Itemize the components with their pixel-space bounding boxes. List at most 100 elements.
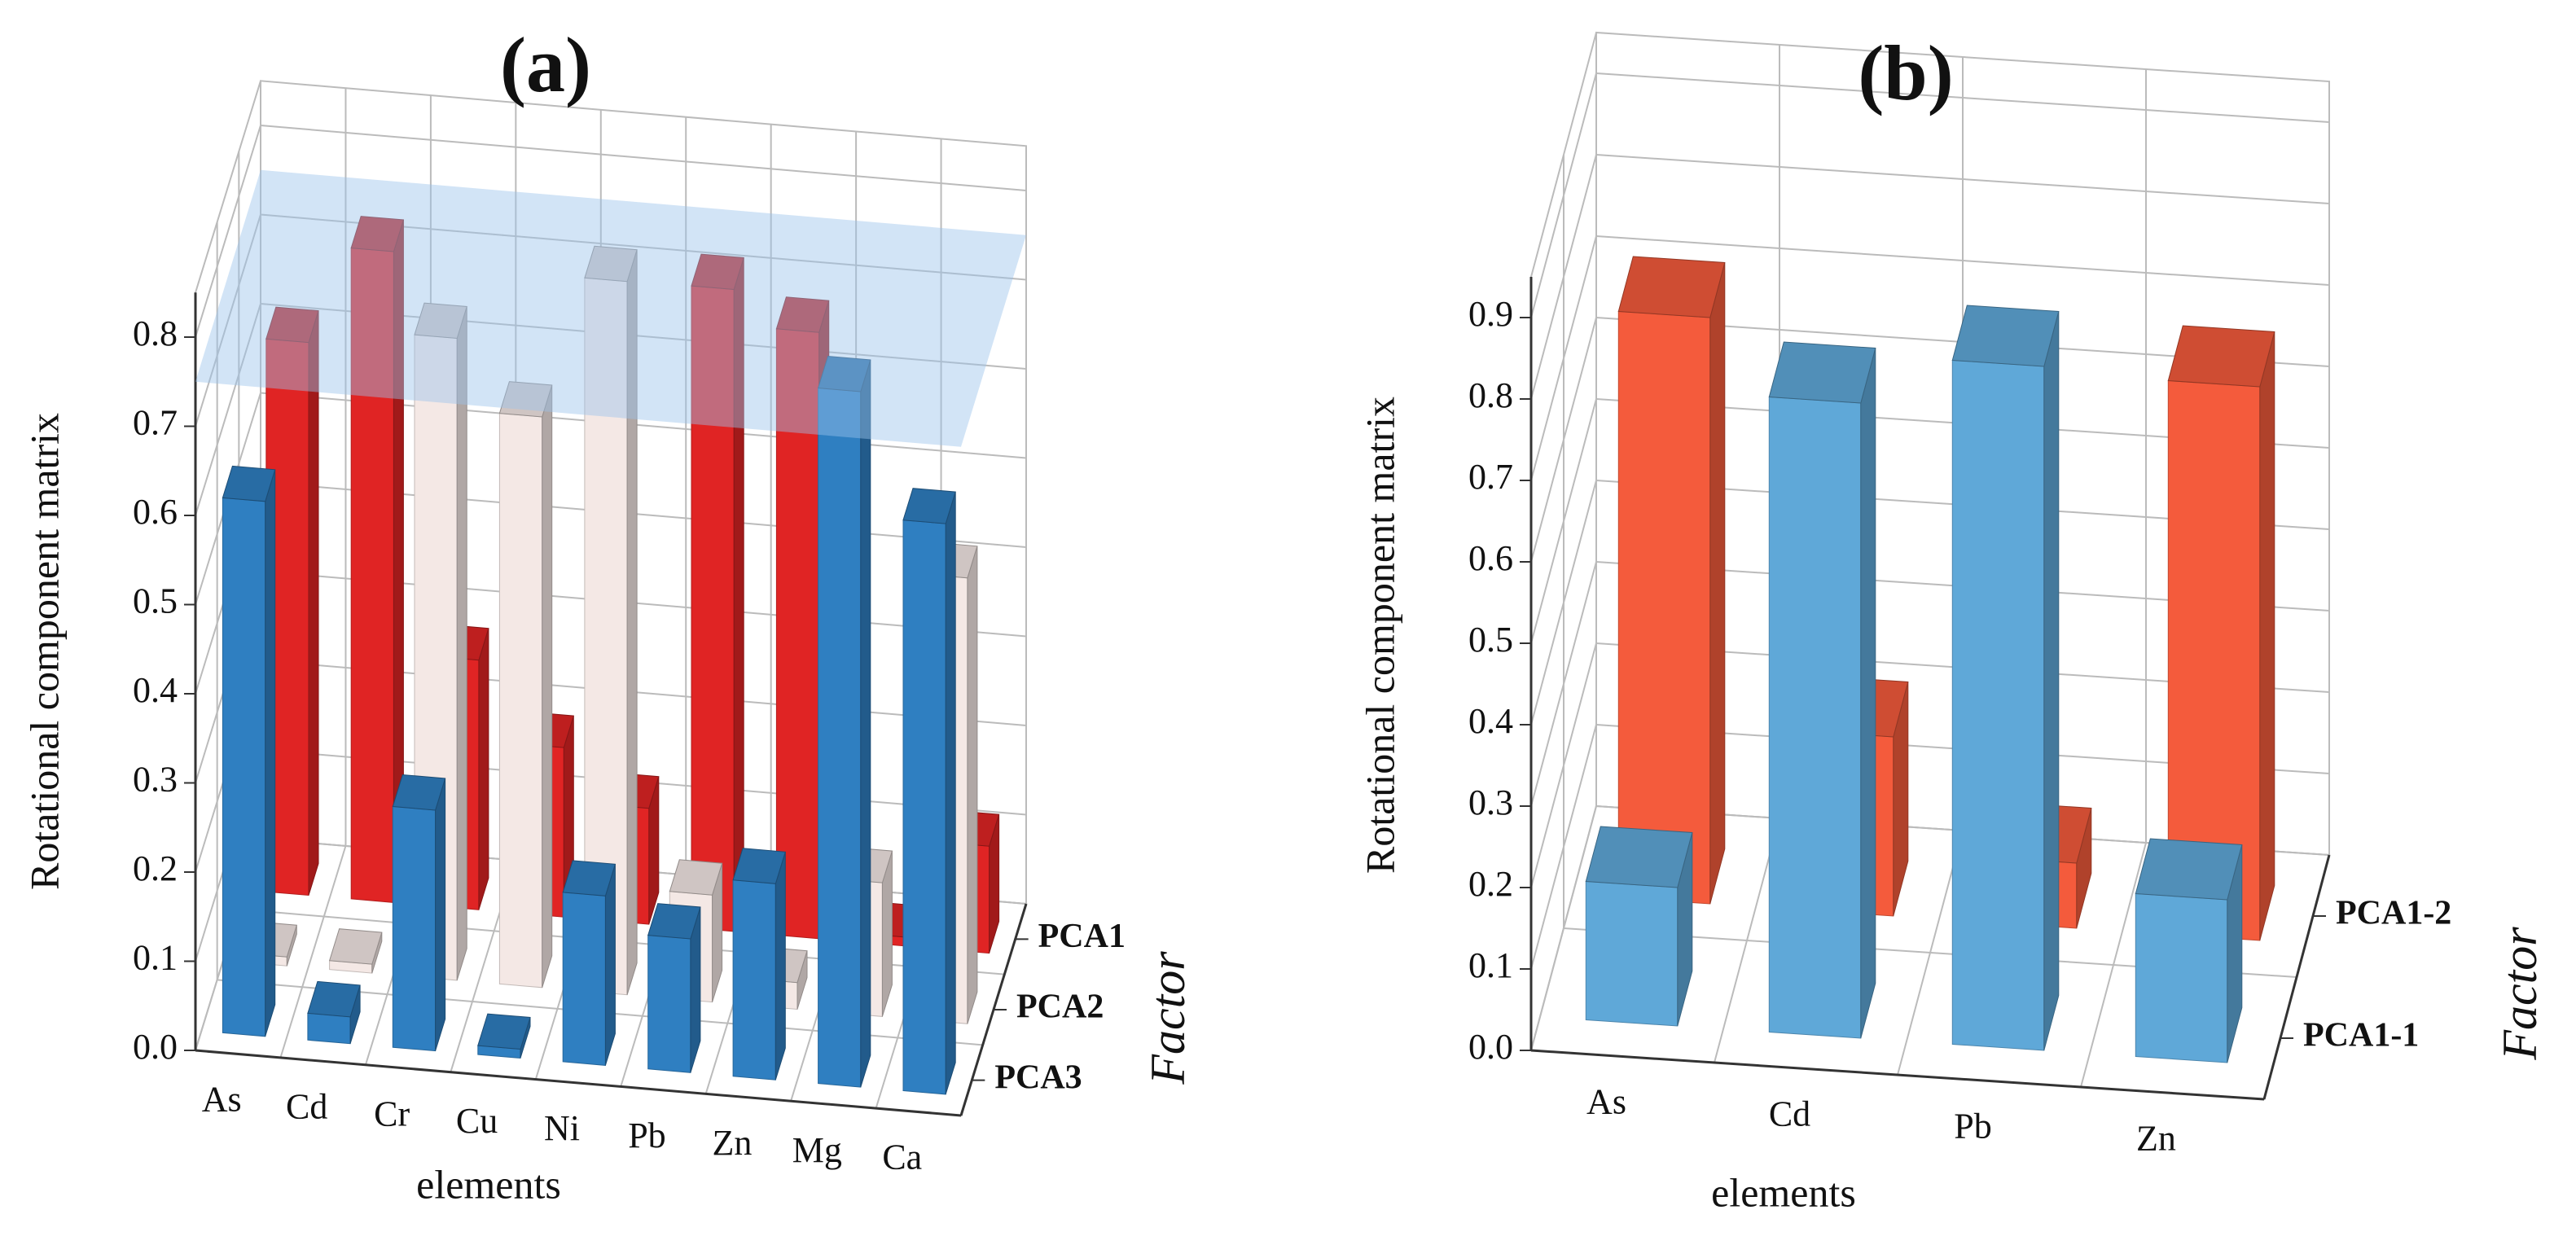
bar	[477, 1013, 531, 1059]
bar-top	[1951, 305, 2060, 367]
y-tick-label: 0.5	[1468, 620, 1513, 660]
x-tick-label: Pb	[628, 1116, 665, 1155]
bar	[817, 355, 871, 1088]
grid-line	[1530, 805, 1597, 1051]
y-tick-label: 0.8	[1468, 375, 1513, 415]
x-tick-label: Cr	[374, 1094, 410, 1133]
z-axis-label: Factor	[1141, 951, 1195, 1085]
bar-front	[562, 892, 606, 1066]
y-tick-label: 0.6	[1468, 538, 1513, 578]
bar-top	[498, 381, 553, 418]
series-label: PCA2	[1016, 989, 1104, 1026]
bar-side	[2259, 331, 2275, 941]
grid-line	[195, 214, 261, 427]
x-tick-label: Ca	[882, 1138, 922, 1177]
x-tick-label: Pb	[1954, 1107, 1991, 1146]
bar-top	[775, 296, 830, 333]
bar-side	[945, 491, 956, 1095]
y-tick-label: 0.3	[1468, 783, 1513, 822]
series-label: PCA1-1	[2303, 1017, 2419, 1054]
bar-top	[265, 306, 319, 344]
bar	[732, 848, 786, 1081]
x-tick-label: Cd	[286, 1086, 327, 1126]
x-axis	[195, 1049, 962, 1117]
bar-top	[350, 216, 405, 252]
y-tick-label: 0.2	[133, 848, 178, 888]
series-label: PCA3	[994, 1059, 1082, 1096]
bar-front	[222, 497, 266, 1037]
series-label: PCA1-2	[2336, 895, 2451, 932]
bar	[350, 216, 405, 903]
bar-front	[1617, 310, 1711, 905]
bar	[265, 306, 319, 896]
bar-front	[1951, 359, 2045, 1051]
bar	[1585, 826, 1693, 1027]
bar-side	[2043, 311, 2060, 1051]
grid-line	[1530, 154, 1597, 400]
bar-top	[2135, 838, 2243, 901]
x-axis-label: elements	[1711, 1169, 1856, 1215]
bar-top	[222, 465, 276, 502]
grid-line	[195, 303, 261, 516]
grid-line	[1530, 235, 1597, 481]
z-axis-label: Factor	[2493, 927, 2547, 1061]
z-axis	[2262, 854, 2331, 1100]
y-axis-label: Rotational component matrix	[21, 413, 67, 890]
bar	[2167, 325, 2275, 941]
x-tick-label: Mg	[792, 1130, 842, 1170]
bar-side	[860, 359, 871, 1088]
bar-front	[392, 805, 437, 1052]
bar-top	[477, 1013, 531, 1050]
y-tick-label: 0.7	[1468, 457, 1513, 497]
bar	[392, 774, 446, 1052]
bar-top	[1585, 826, 1693, 888]
bar	[584, 245, 638, 996]
bar-top	[2167, 325, 2275, 388]
y-tick-label: 0.1	[1468, 945, 1513, 985]
bar-top	[584, 245, 638, 283]
bar-front	[647, 935, 691, 1073]
bar-front	[1768, 396, 1862, 1039]
x-axis	[1530, 1049, 2265, 1101]
bar-side	[967, 546, 978, 1024]
grid-line	[1530, 724, 1597, 970]
x-tick-label: Zn	[712, 1123, 752, 1163]
grid-line	[1530, 72, 1597, 318]
bar	[1951, 305, 2060, 1051]
bar	[647, 903, 701, 1073]
bar-side	[542, 384, 553, 988]
grid-line	[1530, 561, 1597, 807]
threshold-plane	[195, 169, 1026, 447]
bar-top	[691, 253, 744, 291]
grid-line	[1530, 317, 1597, 563]
chart-title: (b)	[1858, 29, 1953, 116]
x-tick-label: Ni	[544, 1108, 580, 1148]
bar	[2135, 838, 2243, 1063]
bar-top	[414, 302, 467, 340]
bar-front	[1585, 880, 1679, 1027]
y-tick-label: 0.6	[133, 492, 178, 532]
bar-top	[732, 848, 786, 884]
bar	[902, 488, 956, 1095]
grid-line	[195, 125, 261, 338]
grid-line	[1530, 480, 1597, 726]
y-tick-label: 0.7	[133, 403, 178, 443]
bar-front	[902, 519, 946, 1095]
bar	[1617, 256, 1726, 905]
y-tick-label: 0.0	[133, 1027, 178, 1067]
bar-side	[308, 310, 319, 896]
bar	[562, 860, 617, 1066]
bar-top	[1768, 341, 1876, 404]
bar-top	[562, 860, 617, 896]
bar-top	[307, 980, 361, 1018]
grid-line	[1530, 398, 1597, 644]
x-tick-label: As	[1586, 1082, 1626, 1122]
bar	[691, 253, 744, 932]
chart-title: (a)	[500, 21, 591, 108]
x-tick-label: Cd	[1769, 1094, 1810, 1134]
bar-top	[328, 928, 383, 965]
series-label: PCA1	[1038, 918, 1126, 955]
bar-front	[498, 413, 543, 989]
bar-side	[775, 852, 786, 1081]
